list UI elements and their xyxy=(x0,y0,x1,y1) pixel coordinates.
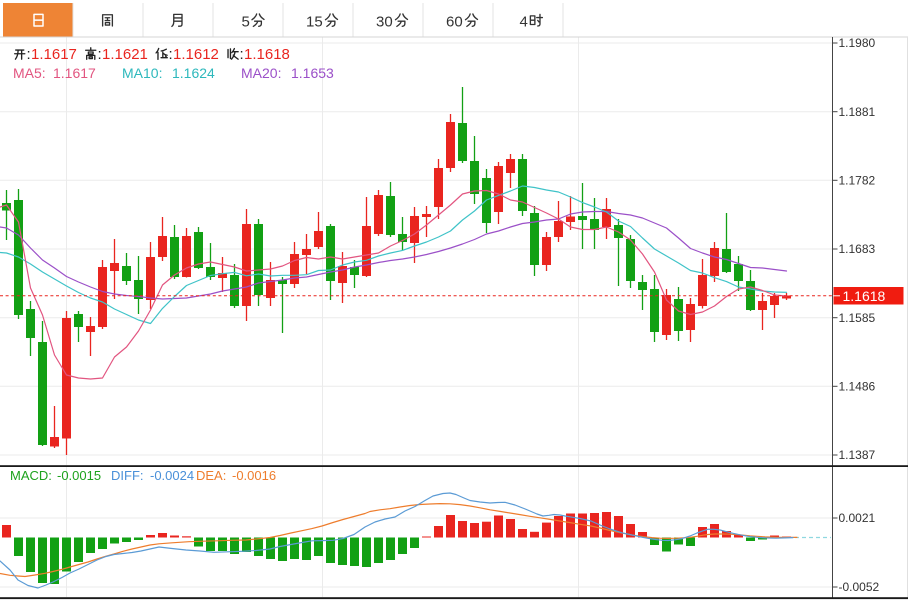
svg-text:1.1617: 1.1617 xyxy=(53,65,96,81)
svg-text:-0.0015: -0.0015 xyxy=(57,468,101,483)
svg-text:-0.0016: -0.0016 xyxy=(232,468,276,483)
svg-text:1.1387: 1.1387 xyxy=(839,448,876,462)
svg-text:MA20:: MA20: xyxy=(241,65,281,81)
svg-text:60: 60 xyxy=(446,14,463,31)
svg-text:1.1980: 1.1980 xyxy=(839,36,876,50)
svg-text:1.1618: 1.1618 xyxy=(244,46,290,63)
svg-text:DIFF:: DIFF: xyxy=(111,468,144,483)
svg-text:1.1624: 1.1624 xyxy=(172,65,215,81)
svg-text::: : xyxy=(27,46,31,63)
svg-text:30: 30 xyxy=(376,14,393,31)
svg-text:1.1585: 1.1585 xyxy=(839,311,876,325)
svg-text:1.1612: 1.1612 xyxy=(173,46,219,63)
svg-text:1.1621: 1.1621 xyxy=(102,46,148,63)
svg-text:1.1486: 1.1486 xyxy=(839,380,876,394)
svg-text::: : xyxy=(169,46,173,63)
svg-text:MA10:: MA10: xyxy=(122,65,162,81)
svg-text:15: 15 xyxy=(306,14,323,31)
svg-text:1.1653: 1.1653 xyxy=(291,65,334,81)
svg-text:1.1881: 1.1881 xyxy=(839,105,876,119)
svg-text:DEA:: DEA: xyxy=(196,468,226,483)
svg-text:5: 5 xyxy=(242,14,250,31)
svg-text::: : xyxy=(98,46,102,63)
svg-text::: : xyxy=(240,46,244,63)
svg-text:0.0021: 0.0021 xyxy=(839,511,876,525)
svg-text:1.1618: 1.1618 xyxy=(843,288,886,304)
svg-text:MA5:: MA5: xyxy=(13,65,46,81)
svg-text:MACD:: MACD: xyxy=(10,468,52,483)
svg-text:1.1617: 1.1617 xyxy=(31,46,77,63)
svg-text:4: 4 xyxy=(520,14,528,31)
svg-text:-0.0024: -0.0024 xyxy=(150,468,194,483)
svg-text:-0.0052: -0.0052 xyxy=(839,580,880,594)
svg-text:1.1782: 1.1782 xyxy=(839,174,876,188)
svg-text:1.1683: 1.1683 xyxy=(839,242,876,256)
